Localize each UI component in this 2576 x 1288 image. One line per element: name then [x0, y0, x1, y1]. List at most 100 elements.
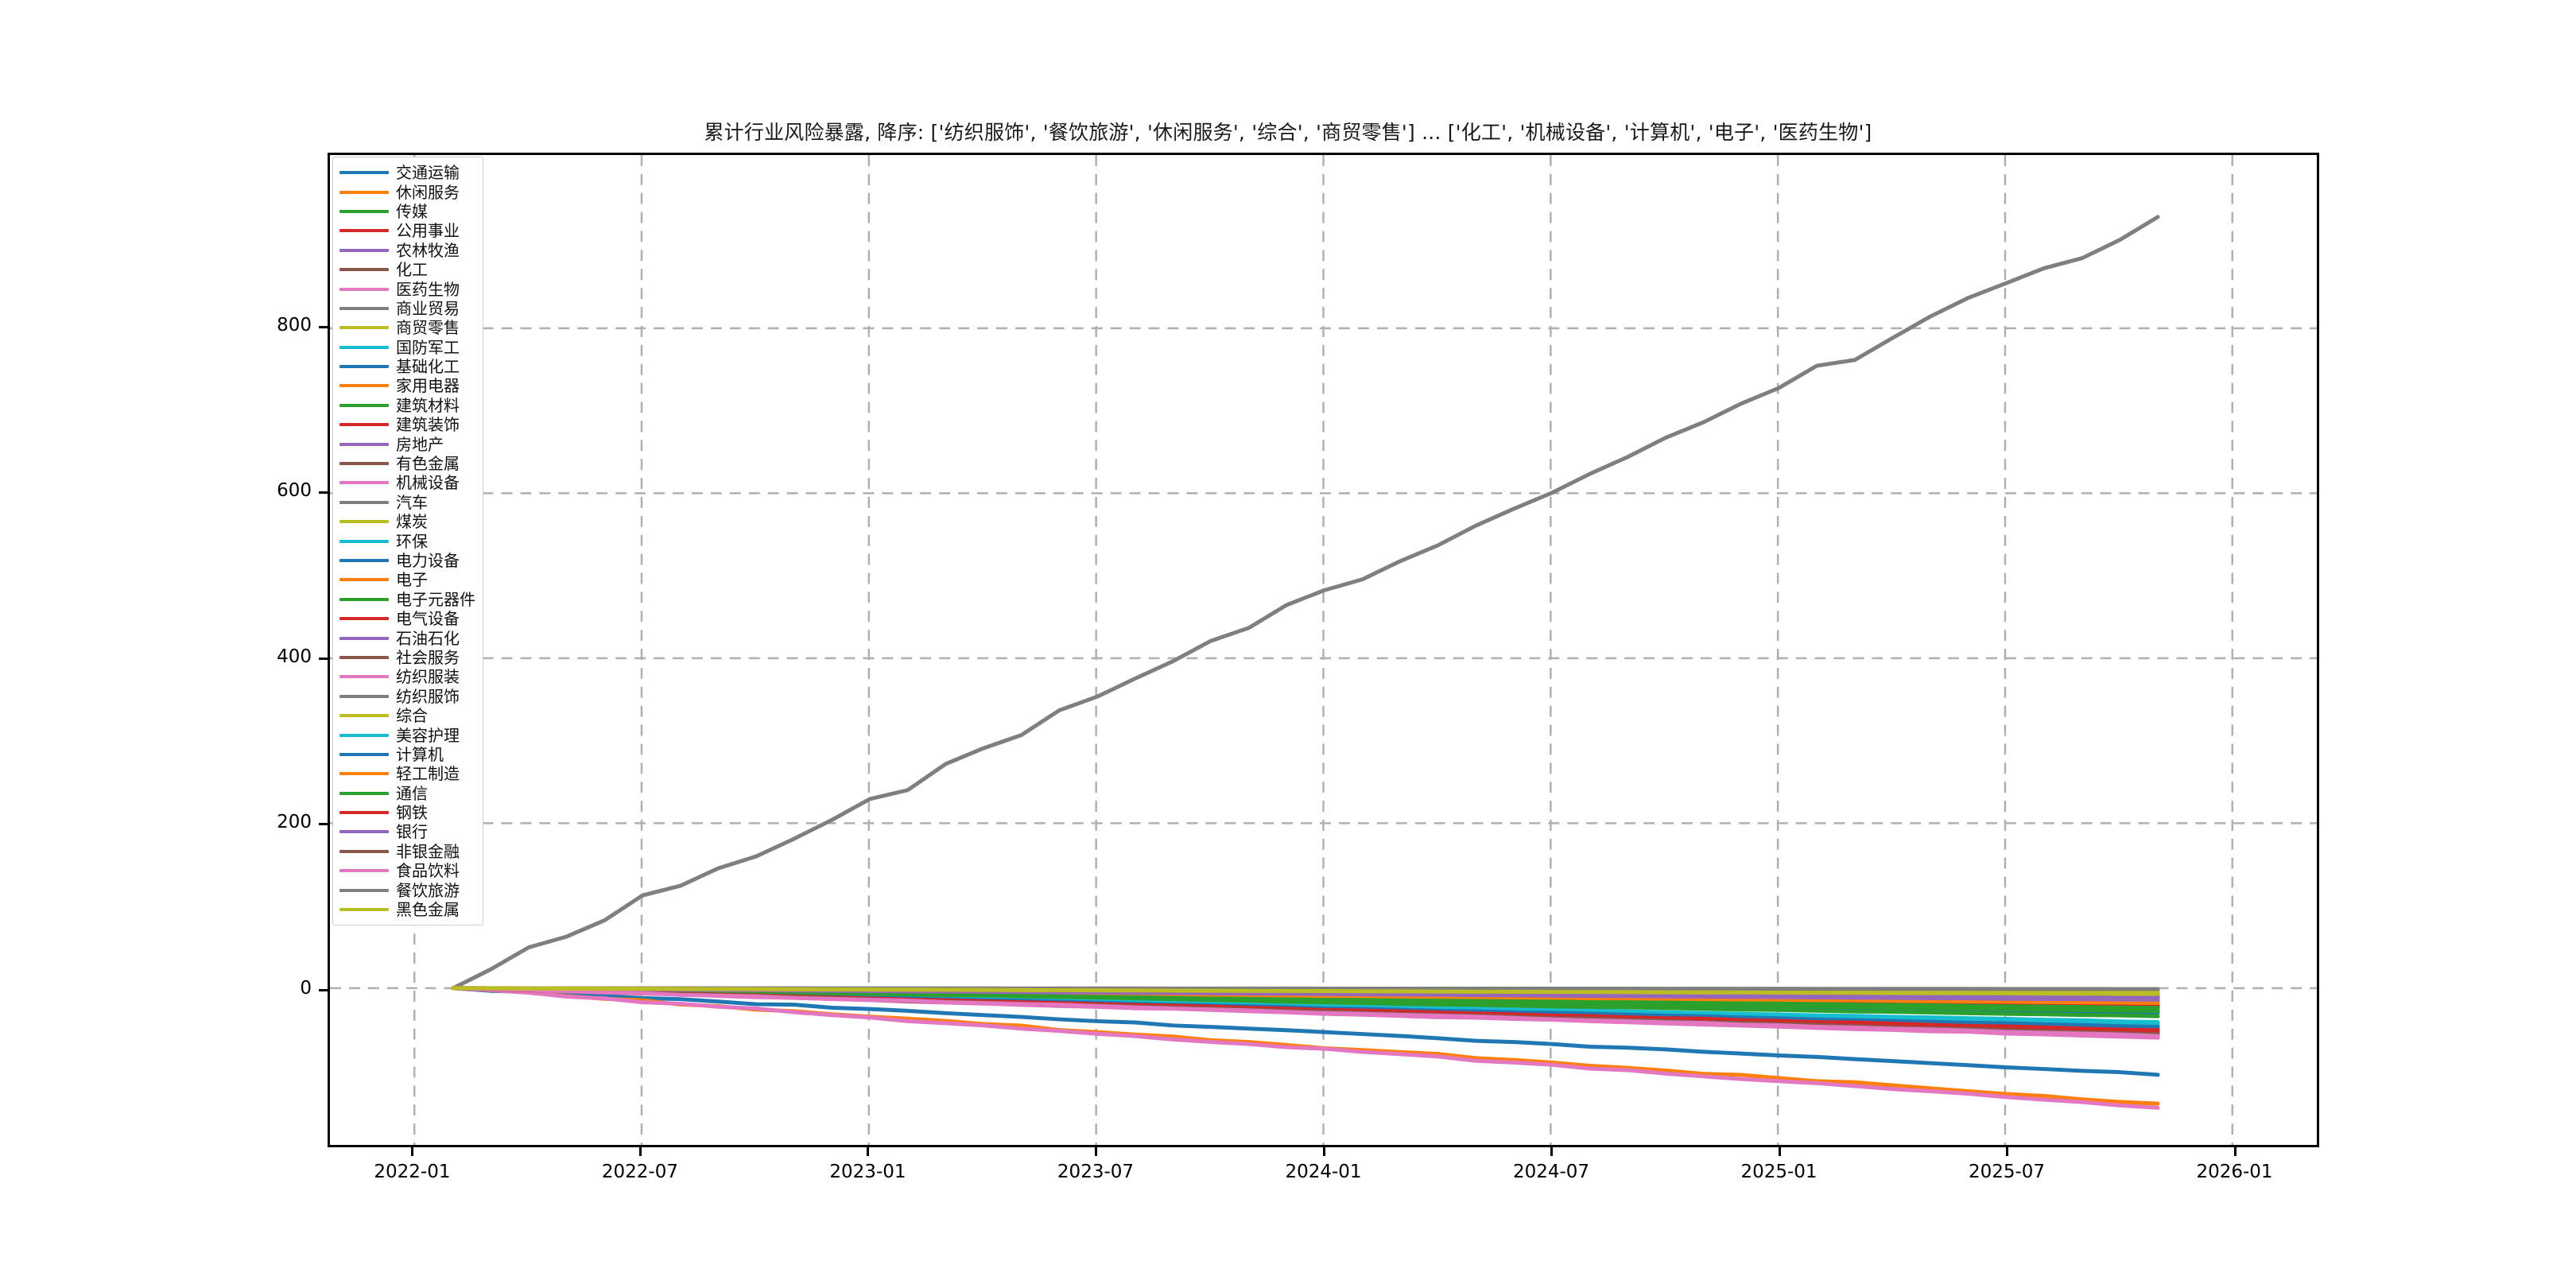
legend-color-swatch — [339, 597, 389, 601]
legend-item[interactable]: 商业贸易 — [339, 299, 475, 318]
legend-item[interactable]: 汽车 — [339, 493, 475, 512]
legend-item[interactable]: 非银金融 — [339, 842, 475, 861]
legend-item-label: 电力设备 — [396, 551, 460, 570]
legend-item[interactable]: 商贸零售 — [339, 318, 475, 337]
x-axis-tick-mark — [2233, 1147, 2237, 1156]
legend-item[interactable]: 美容护理 — [339, 725, 475, 744]
legend-color-swatch — [339, 423, 389, 427]
legend-item-label: 电气设备 — [396, 609, 460, 629]
legend-color-swatch — [339, 733, 389, 737]
legend-color-swatch — [339, 714, 389, 718]
legend-item-label: 机械设备 — [396, 473, 460, 493]
x-axis-tick-label: 2026-01 — [2196, 1162, 2273, 1182]
legend-item[interactable]: 环保 — [339, 531, 475, 550]
legend-item[interactable]: 建筑材料 — [339, 396, 475, 415]
legend-color-swatch — [339, 306, 389, 310]
legend-item-label: 商贸零售 — [396, 318, 460, 338]
x-axis-tick-mark — [638, 1147, 642, 1156]
legend-item[interactable]: 银行 — [339, 822, 475, 841]
legend-item[interactable]: 钢铁 — [339, 803, 475, 822]
legend-color-swatch — [339, 268, 389, 272]
legend-item[interactable]: 公用事业 — [339, 221, 475, 240]
y-axis-tick-label: 0 — [300, 977, 312, 999]
x-axis-tick-mark — [411, 1147, 414, 1156]
x-axis-tick-mark — [1778, 1147, 1781, 1156]
legend-color-swatch — [339, 772, 389, 776]
legend-item-label: 商业贸易 — [396, 298, 460, 318]
legend-color-swatch — [339, 345, 389, 349]
legend-item[interactable]: 纺织服装 — [339, 667, 475, 686]
legend-item-label: 纺织服装 — [396, 667, 460, 687]
legend-item[interactable]: 综合 — [339, 706, 475, 725]
legend-item[interactable]: 化工 — [339, 260, 475, 279]
legend-item[interactable]: 休闲服务 — [339, 182, 475, 201]
legend-color-swatch — [339, 830, 389, 834]
legend-item[interactable]: 电气设备 — [339, 609, 475, 628]
series-line — [451, 986, 2160, 1038]
x-axis-tick-mark — [1550, 1147, 1553, 1156]
legend-item[interactable]: 社会服务 — [339, 648, 475, 667]
legend-item[interactable]: 农林牧渔 — [339, 241, 475, 260]
legend-color-swatch — [339, 500, 389, 504]
legend-item-label: 环保 — [396, 531, 428, 551]
legend-item[interactable]: 食品饮料 — [339, 861, 475, 880]
legend-item[interactable]: 医药生物 — [339, 279, 475, 298]
legend-item-label: 公用事业 — [396, 221, 460, 241]
legend-item-label: 美容护理 — [396, 725, 460, 745]
legend-item[interactable]: 交通运输 — [339, 163, 475, 182]
legend-item[interactable]: 餐饮旅游 — [339, 880, 475, 899]
legend-color-swatch — [339, 520, 389, 524]
legend-color-swatch — [339, 209, 389, 213]
legend-item-label: 有色金属 — [396, 454, 460, 474]
legend-item[interactable]: 纺织服饰 — [339, 687, 475, 706]
legend-color-swatch — [339, 229, 389, 233]
legend-color-swatch — [339, 462, 389, 466]
legend-item[interactable]: 电子 — [339, 570, 475, 589]
legend-item-label: 汽车 — [396, 492, 428, 512]
legend-item-label: 餐饮旅游 — [396, 880, 460, 900]
legend-item-label: 纺织服饰 — [396, 686, 460, 706]
legend-item[interactable]: 轻工制造 — [339, 764, 475, 783]
legend-item-label: 综合 — [396, 706, 428, 726]
series-line — [451, 986, 2160, 1077]
legend-item[interactable]: 基础化工 — [339, 357, 475, 376]
legend-color-swatch — [339, 384, 389, 388]
x-axis-tick-mark — [1094, 1147, 1097, 1156]
legend-item-label: 黑色金属 — [396, 900, 460, 920]
legend-item[interactable]: 计算机 — [339, 745, 475, 764]
legend-color-swatch — [339, 481, 389, 485]
legend-color-swatch — [339, 617, 389, 621]
legend-item[interactable]: 房地产 — [339, 434, 475, 453]
legend-item[interactable]: 建筑装饰 — [339, 415, 475, 434]
legend-item[interactable]: 黑色金属 — [339, 900, 475, 919]
legend-item[interactable]: 传媒 — [339, 202, 475, 221]
legend-item-label: 建筑装饰 — [396, 415, 460, 435]
legend-item[interactable]: 石油石化 — [339, 628, 475, 647]
legend-item[interactable]: 家用电器 — [339, 376, 475, 395]
x-axis-tick-label: 2024-01 — [1285, 1162, 1362, 1182]
legend-color-swatch — [339, 791, 389, 795]
legend-item[interactable]: 煤炭 — [339, 512, 475, 531]
x-axis-tick-label: 2023-07 — [1057, 1162, 1135, 1182]
legend-item[interactable]: 电力设备 — [339, 551, 475, 570]
legend-item[interactable]: 有色金属 — [339, 454, 475, 473]
x-axis-tick-mark — [867, 1147, 870, 1156]
legend-item-label: 电子 — [396, 570, 428, 590]
x-axis-tick-mark — [2006, 1147, 2009, 1156]
legend-color-swatch — [339, 190, 389, 194]
legend-item-label: 国防军工 — [396, 337, 460, 357]
legend-item[interactable]: 电子元器件 — [339, 590, 475, 609]
legend-color-swatch — [339, 287, 389, 291]
legend-item-label: 社会服务 — [396, 647, 460, 667]
legend-color-swatch — [339, 539, 389, 543]
legend-item-label: 传媒 — [396, 201, 428, 221]
legend-item-label: 食品饮料 — [396, 861, 460, 881]
y-axis-tick-mark — [319, 491, 328, 495]
y-axis-tick-mark — [319, 325, 328, 328]
legend-item[interactable]: 通信 — [339, 784, 475, 803]
legend-item[interactable]: 国防军工 — [339, 338, 475, 357]
y-axis-tick-mark — [319, 823, 328, 826]
chart-legend[interactable]: 交通运输 休闲服务 传媒 公用事业 农林牧渔 化工 医药生物 商业贸易 商贸零售 国防军工 基础化工… — [332, 157, 483, 926]
legend-item[interactable]: 机械设备 — [339, 473, 475, 492]
